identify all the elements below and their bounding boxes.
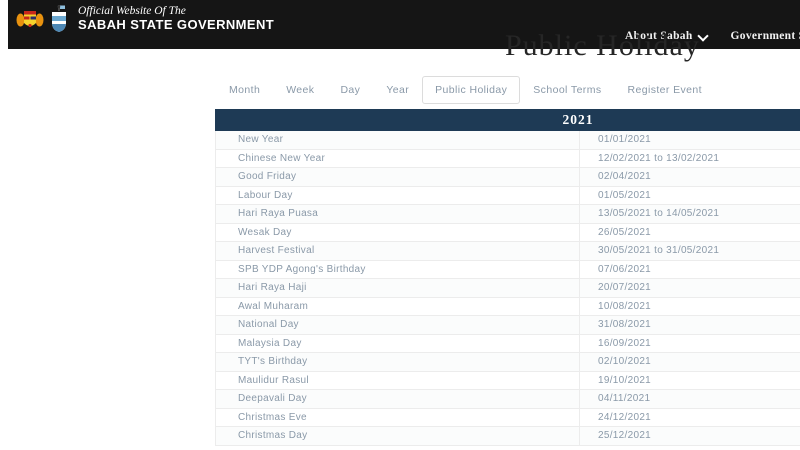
top-navigation: About Sabah Government Struct xyxy=(625,30,800,42)
holiday-name: Hari Raya Puasa xyxy=(216,205,580,223)
tab-label: Month xyxy=(229,84,261,96)
table-row[interactable]: Maulidur Rasul 19/10/2021 xyxy=(216,371,800,390)
malaysia-coat-of-arms-icon xyxy=(16,11,44,28)
holiday-date: 10/08/2021 xyxy=(598,300,652,312)
holiday-date: 01/01/2021 xyxy=(598,134,652,146)
holiday-date: 12/02/2021 to 13/02/2021 xyxy=(598,152,720,164)
table-row[interactable]: Christmas Eve 24/12/2021 xyxy=(216,408,800,427)
holiday-date: 31/08/2021 xyxy=(598,319,652,331)
holiday-name: TYT's Birthday xyxy=(216,353,580,371)
tab-label: Public Holiday xyxy=(435,84,508,96)
holiday-name: National Day xyxy=(216,316,580,334)
table-row[interactable]: Hari Raya Haji 20/07/2021 xyxy=(216,279,800,298)
holiday-name: Harvest Festival xyxy=(216,242,580,260)
nav-item-label: About Sabah xyxy=(625,30,693,42)
tab-day[interactable]: Day xyxy=(327,76,373,104)
holiday-name: Maulidur Rasul xyxy=(216,371,580,389)
page-title: Public Holiday xyxy=(505,29,700,62)
holiday-date: 20/07/2021 xyxy=(598,282,652,294)
table-row[interactable]: Christmas Day 25/12/2021 xyxy=(216,427,800,446)
holiday-date: 07/06/2021 xyxy=(598,263,652,275)
table-row[interactable]: SPB YDP Agong's Birthday 07/06/2021 xyxy=(216,260,800,279)
holiday-date: 30/05/2021 to 31/05/2021 xyxy=(598,245,720,257)
tab-label: Day xyxy=(340,84,361,96)
tab-public-holiday[interactable]: Public Holiday xyxy=(422,76,521,104)
site-pretitle: Official Website Of The xyxy=(78,5,186,17)
holiday-date: 26/05/2021 xyxy=(598,226,652,238)
holiday-name: Chinese New Year xyxy=(216,149,580,167)
holiday-name: Malaysia Day xyxy=(216,334,580,352)
holiday-name: New Year xyxy=(216,131,580,149)
tab-register-event[interactable]: Register Event xyxy=(615,76,715,104)
holiday-name: Wesak Day xyxy=(216,223,580,241)
table-row[interactable]: New Year 01/01/2021 xyxy=(216,131,800,150)
tab-label: Week xyxy=(286,84,315,96)
table-row[interactable]: Malaysia Day 16/09/2021 xyxy=(216,334,800,353)
holiday-date: 13/05/2021 to 14/05/2021 xyxy=(598,208,720,220)
year-header: 2021 xyxy=(215,109,800,131)
holiday-date: 01/05/2021 xyxy=(598,189,652,201)
brand-text: Official Website Of The SABAH STATE GOVE… xyxy=(78,5,274,33)
top-bar: Official Website Of The SABAH STATE GOVE… xyxy=(8,0,800,49)
table-row[interactable]: Harvest Festival 30/05/2021 to 31/05/202… xyxy=(216,242,800,261)
table-row[interactable]: Good Friday 02/04/2021 xyxy=(216,168,800,187)
table-row[interactable]: Deepavali Day 04/11/2021 xyxy=(216,390,800,409)
holiday-name: Good Friday xyxy=(216,168,580,186)
nav-item-about-sabah[interactable]: About Sabah xyxy=(625,30,707,42)
holiday-name: Awal Muharam xyxy=(216,297,580,315)
tab-label: Register Event xyxy=(627,84,702,96)
holiday-date: 19/10/2021 xyxy=(598,374,652,386)
holiday-date: 24/12/2021 xyxy=(598,411,652,423)
holiday-table-body: New Year 01/01/2021 Chinese New Year 12/… xyxy=(215,131,800,446)
tab-label: Year xyxy=(386,84,410,96)
tab-week[interactable]: Week xyxy=(273,76,327,104)
holiday-name: Christmas Day xyxy=(216,427,580,445)
holiday-date: 16/09/2021 xyxy=(598,337,652,349)
table-row[interactable]: Chinese New Year 12/02/2021 to 13/02/202… xyxy=(216,149,800,168)
holiday-name: SPB YDP Agong's Birthday xyxy=(216,260,580,278)
holiday-date: 02/04/2021 xyxy=(598,171,652,183)
table-row[interactable]: Hari Raya Puasa 13/05/2021 to 14/05/2021 xyxy=(216,205,800,224)
holiday-name: Hari Raya Haji xyxy=(216,279,580,297)
holiday-date: 25/12/2021 xyxy=(598,430,652,442)
holiday-name: Labour Day xyxy=(216,186,580,204)
site-brand[interactable]: Official Website Of The SABAH STATE GOVE… xyxy=(16,5,274,33)
holiday-name: Christmas Eve xyxy=(216,408,580,426)
holiday-date: 02/10/2021 xyxy=(598,356,652,368)
public-holiday-table: 2021 New Year 01/01/2021 Chinese New Yea… xyxy=(215,109,800,446)
tab-school-terms[interactable]: School Terms xyxy=(520,76,614,104)
table-row[interactable]: Wesak Day 26/05/2021 xyxy=(216,223,800,242)
sabah-state-crest-icon xyxy=(52,5,66,33)
nav-item-label: Government Struct xyxy=(730,30,800,42)
table-row[interactable]: Labour Day 01/05/2021 xyxy=(216,186,800,205)
site-title: SABAH STATE GOVERNMENT xyxy=(78,17,275,33)
table-row[interactable]: TYT's Birthday 02/10/2021 xyxy=(216,353,800,372)
holiday-name: Deepavali Day xyxy=(216,390,580,408)
holiday-date: 04/11/2021 xyxy=(598,393,651,405)
tab-month[interactable]: Month xyxy=(216,76,273,104)
nav-item-government-structure[interactable]: Government Struct xyxy=(731,30,800,42)
tab-label: School Terms xyxy=(533,84,602,96)
view-tabs: Month Week Day Year Public Holiday Schoo… xyxy=(216,76,715,104)
table-row[interactable]: National Day 31/08/2021 xyxy=(216,316,800,335)
table-row[interactable]: Awal Muharam 10/08/2021 xyxy=(216,297,800,316)
tab-year[interactable]: Year xyxy=(373,76,422,104)
